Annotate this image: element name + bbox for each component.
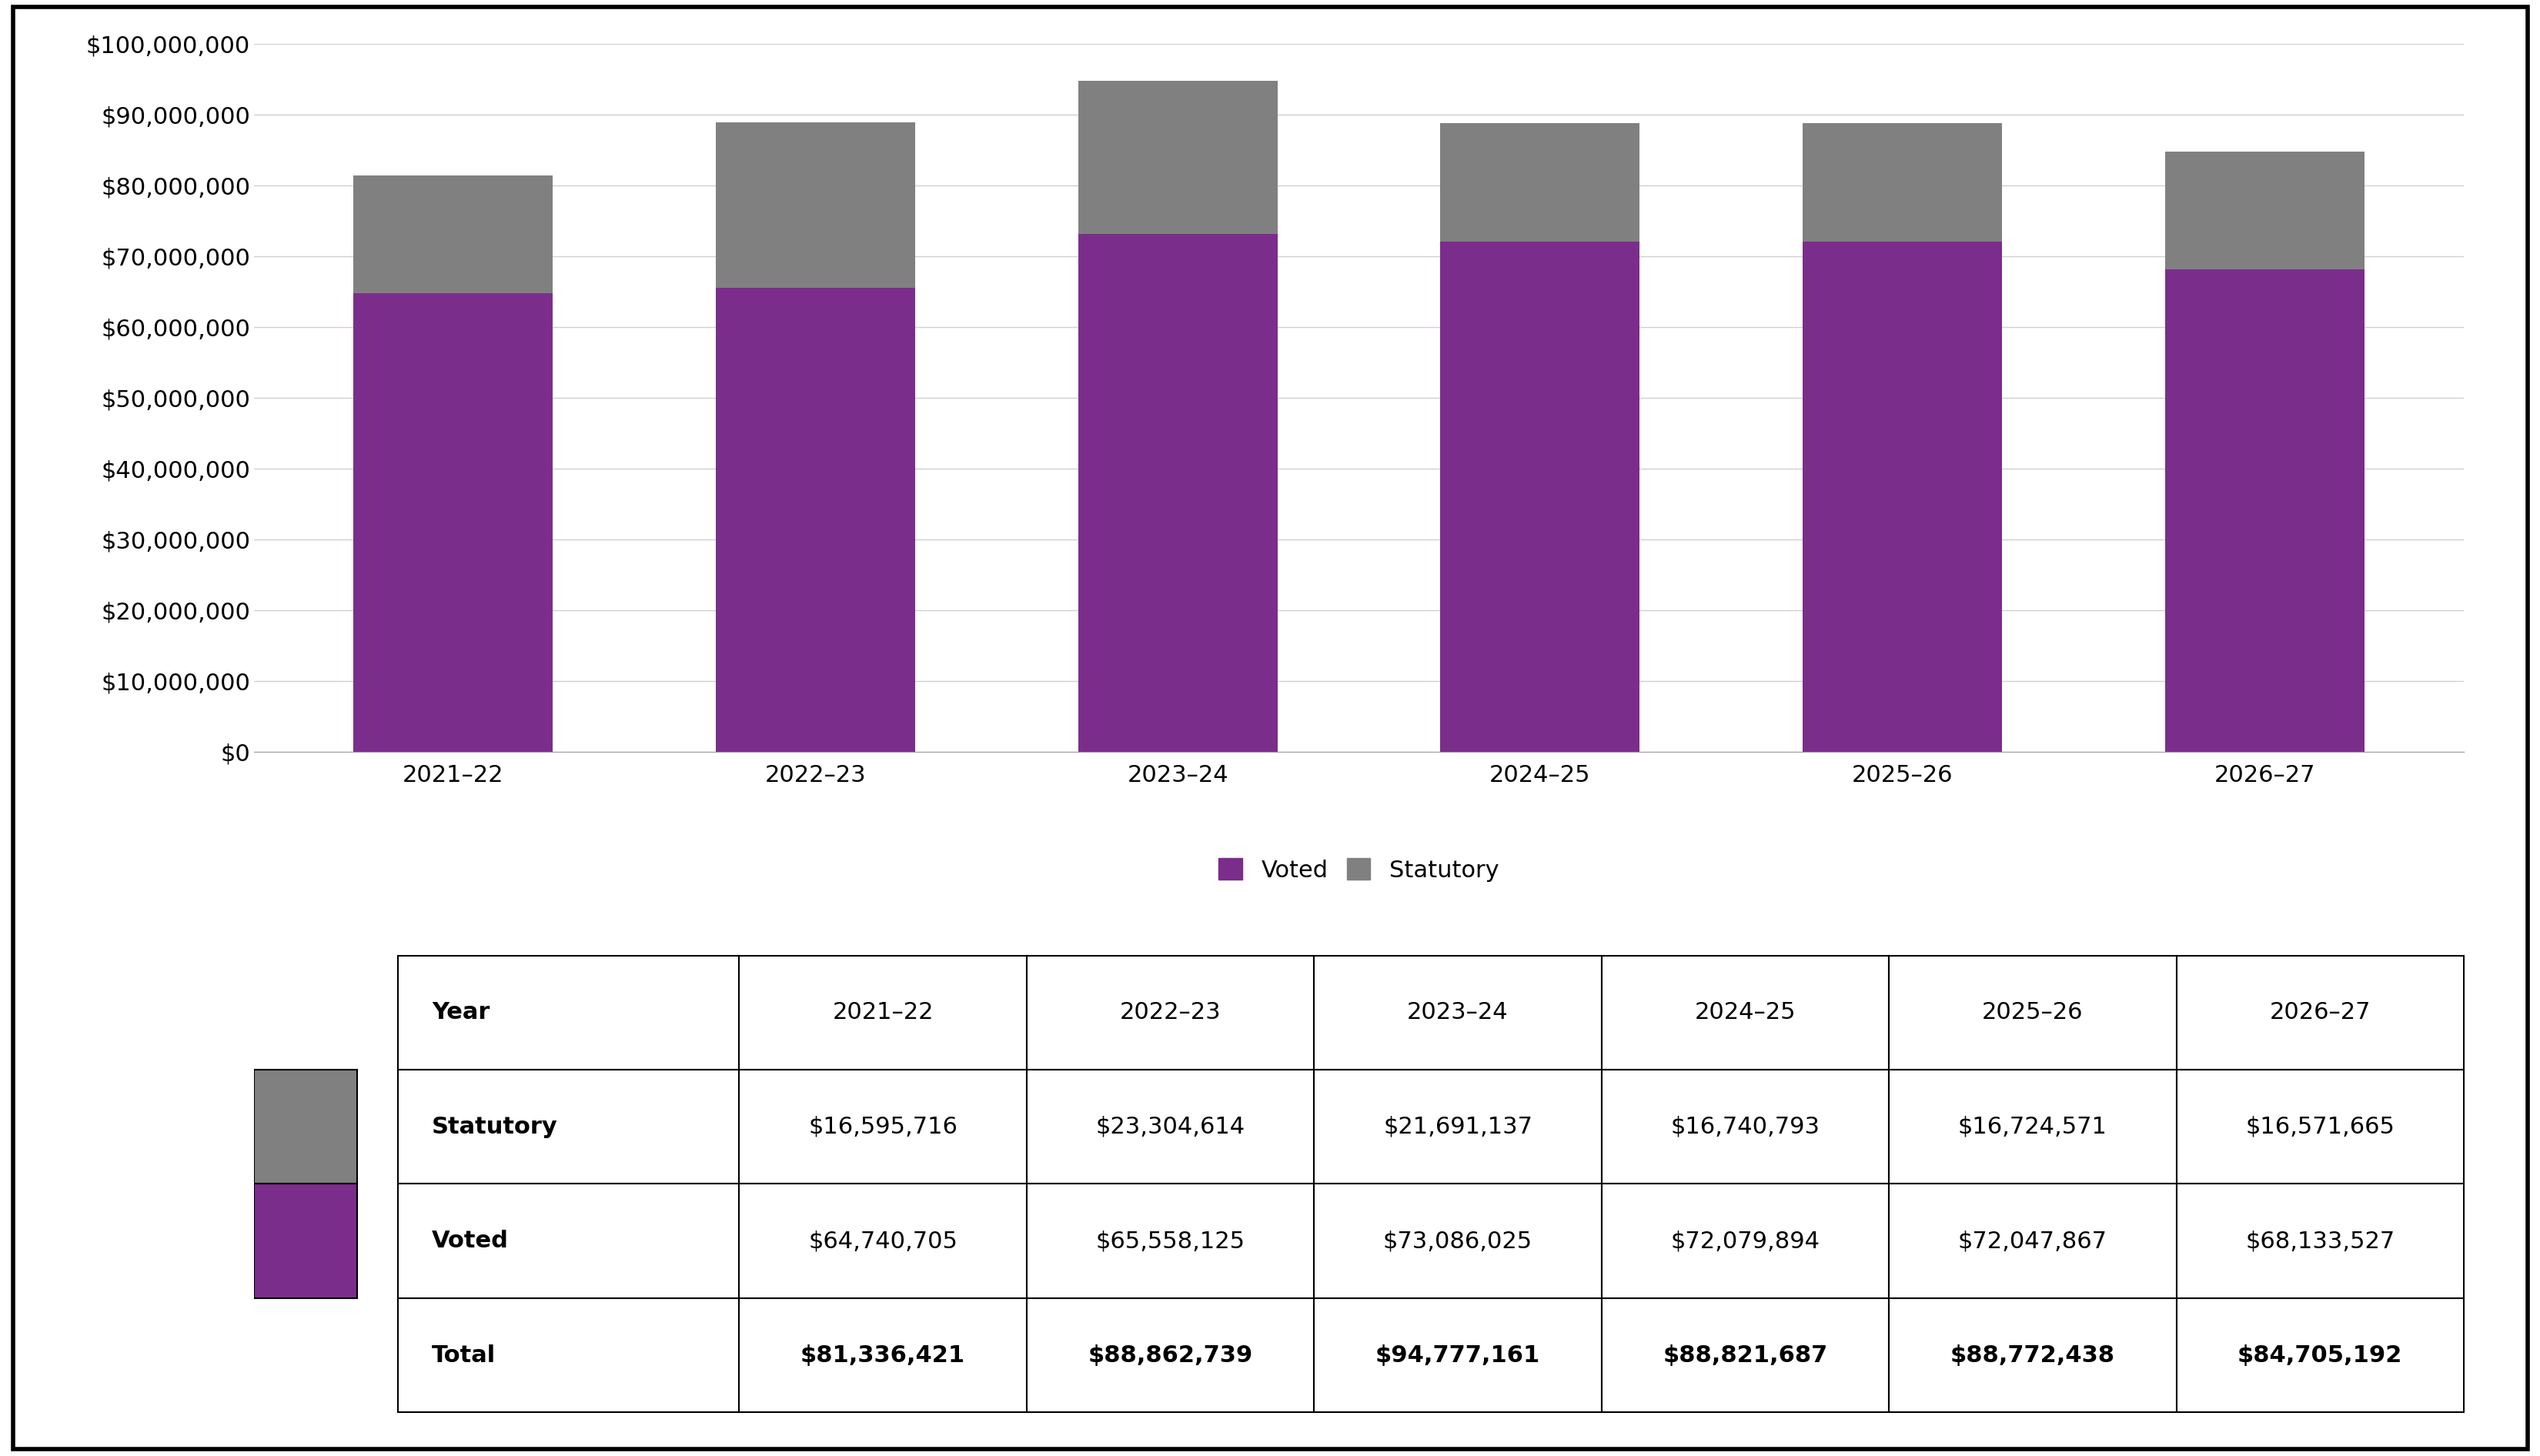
Bar xyxy=(353,293,554,751)
Bar xyxy=(1803,124,2002,242)
Bar xyxy=(1440,242,1641,751)
Bar xyxy=(2164,151,2365,269)
Bar xyxy=(1803,242,2002,751)
Bar xyxy=(716,122,914,287)
Bar xyxy=(353,176,554,293)
Bar xyxy=(254,1070,358,1184)
Bar xyxy=(1440,122,1641,242)
Bar xyxy=(254,1184,358,1299)
Bar xyxy=(716,287,914,751)
Bar xyxy=(2164,269,2365,751)
Bar xyxy=(1077,234,1278,751)
Legend: Voted, Statutory: Voted, Statutory xyxy=(1219,859,1499,881)
Bar xyxy=(1077,80,1278,234)
